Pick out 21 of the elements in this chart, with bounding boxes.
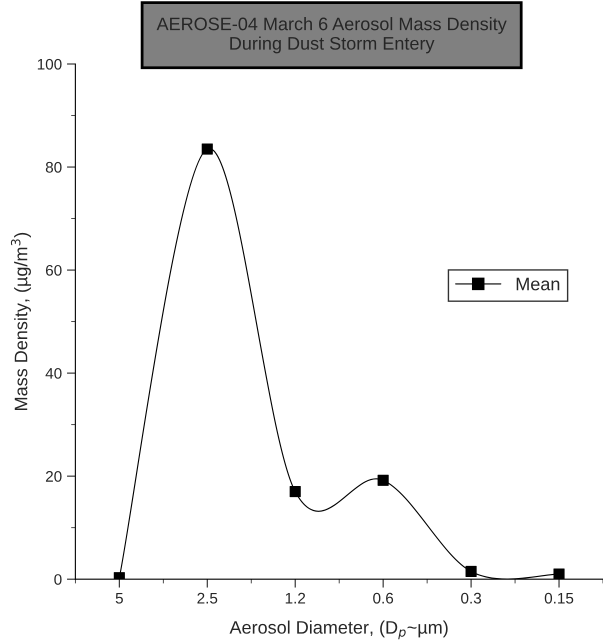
- point: [378, 474, 389, 486]
- x-axis-title: Aerosol Diameter, (D$_{p}$~µm): [230, 620, 448, 640]
- point: [202, 143, 213, 155]
- y-tick-label: 60: [46, 264, 62, 276]
- x-tick-label: 5: [116, 592, 123, 604]
- x-tick-label: 0.6: [373, 592, 394, 604]
- y-tick-label: 20: [46, 471, 62, 482]
- y-tick-label: 0: [54, 574, 62, 585]
- x-tick-label: 1.2: [286, 592, 306, 604]
- y-tick-label: 80: [46, 162, 62, 173]
- point: [553, 568, 565, 580]
- x-tick-label: 2.5: [197, 592, 218, 604]
- point: [290, 486, 301, 498]
- y-axis-title: Mass Density, (µg/m$^{3}$): [10, 232, 31, 410]
- y-tick-label: 40: [46, 368, 62, 379]
- x-tick-label: 0.15: [544, 592, 574, 604]
- y-tick-label: 100: [38, 58, 62, 70]
- chart-title: AEROSE-04 March 6 Aerosol Mass Density During Dust Storm Entery: [156, 17, 507, 54]
- legend-label: Mean: [516, 278, 560, 290]
- x-tick-label: 0.3: [461, 592, 482, 604]
- point: [466, 566, 477, 578]
